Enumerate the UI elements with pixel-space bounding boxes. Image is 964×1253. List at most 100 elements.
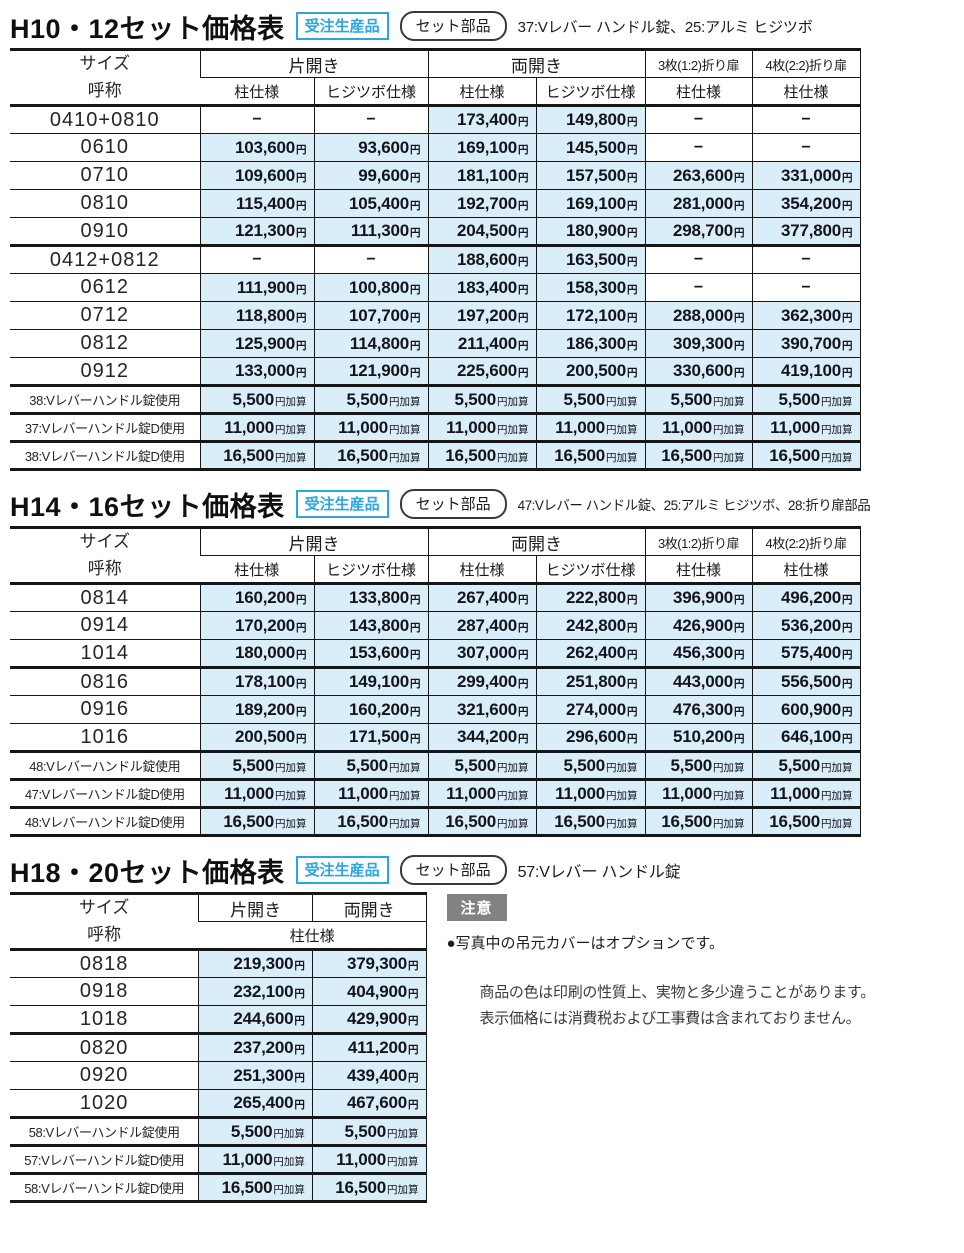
size-column-header: サイズ 呼称 (10, 526, 200, 584)
notice-line: 商品の色は印刷の性質上、実物と多少違うことがあります。 (479, 984, 876, 1001)
spec-header: 柱仕様 (644, 555, 752, 584)
group-header: 3枚(1:2)折り扉 (644, 48, 752, 78)
section-title: H10・12セット価格表 (10, 13, 285, 44)
header-row-groups: サイズ 呼称 片開き 両開き (10, 892, 427, 950)
table-row: 0918 232,100円 404,900円 (10, 977, 427, 1006)
price-cell: − (199, 104, 314, 134)
price-cell: 5,500円加算 (313, 750, 428, 780)
price-cell: 158,300円 (535, 273, 645, 302)
spec-header: 柱仕様 (200, 555, 314, 584)
price-cell: 5,500円加算 (751, 750, 861, 780)
price-cell: 299,400円 (427, 666, 536, 696)
price-cell: 100,800円 (313, 273, 428, 302)
notice-badge: 注意 (446, 894, 507, 921)
table-row: 0612 111,900円 100,800円 183,400円 158,300円 − − (10, 273, 861, 302)
price-cell: 222,800円 (535, 582, 645, 612)
spec-header: ヒジツボ仕様 (535, 555, 645, 584)
price-cell: 244,600円 (198, 1005, 313, 1034)
table-row: 0916 189,200円 160,200円 321,600円 274,000円 476,… (10, 695, 861, 724)
price-cell: 173,400円 (427, 104, 536, 134)
price-cell: 362,300円 (751, 301, 861, 330)
price-cell: 265,400円 (198, 1089, 313, 1118)
price-cell: 5,500円加算 (313, 384, 428, 414)
size-name-cell: 0910 (10, 217, 200, 246)
table-row: 37:Vレバーハンドル錠D使用 11,000円加算 11,000円加算 11,000円… (10, 412, 861, 442)
addon-label-cell: 48:Vレバーハンドル錠D使用 (10, 806, 200, 837)
price-cell: 237,200円 (198, 1032, 313, 1062)
price-cell: 390,700円 (751, 329, 861, 358)
table-row: 0820 237,200円 411,200円 (10, 1032, 427, 1062)
price-cell: 157,500円 (535, 161, 645, 190)
set-parts-note: 57:Vレバー ハンドル錠 (517, 864, 681, 881)
price-cell: 5,500円加算 (311, 1116, 427, 1146)
size-name-cell: 0818 (10, 948, 199, 978)
size-name-cell: 0412+0812 (10, 244, 200, 274)
price-cell: − (199, 244, 314, 274)
price-cell: 153,600円 (313, 639, 428, 668)
price-cell: − (644, 104, 752, 134)
price-cell: 16,500円加算 (311, 1172, 427, 1203)
price-cell: 171,500円 (313, 723, 428, 752)
table-row: 48:Vレバーハンドル錠使用 5,500円加算 5,500円加算 5,500円加算 5,… (10, 750, 861, 780)
price-cell: 11,000円加算 (644, 778, 752, 808)
price-table: サイズ 呼称 片開き 両開き 3枚(1:2)折り扉 4枚(2:2)折り扉 柱仕様 ヒジツボ仕様… (10, 48, 861, 471)
price-cell: 181,100円 (427, 161, 536, 190)
table-row: 0920 251,300円 439,400円 (10, 1061, 427, 1090)
table-row: 0610 103,600円 93,600円 169,100円 145,500円 − − (10, 133, 861, 162)
price-cell: 344,200円 (427, 723, 536, 752)
price-cell: 232,100円 (198, 977, 313, 1006)
table-row: 1018 244,600円 429,900円 (10, 1005, 427, 1034)
group-header: 4枚(2:2)折り扉 (751, 48, 861, 78)
price-cell: 242,800円 (535, 611, 645, 640)
price-cell: − (751, 133, 861, 162)
spec-header: 柱仕様 (751, 555, 861, 584)
price-cell: 11,000円加算 (313, 778, 428, 808)
addon-label-cell: 48:Vレバーハンドル錠使用 (10, 750, 200, 780)
size-name-cell: 0816 (10, 666, 200, 696)
price-cell: 225,600円 (427, 357, 536, 386)
table-row: 0710 109,600円 99,600円 181,100円 157,500円 263,6… (10, 161, 861, 190)
price-cell: 5,500円加算 (198, 1116, 313, 1146)
price-cell: 107,700円 (313, 301, 428, 330)
addon-label-cell: 38:Vレバーハンドル錠使用 (10, 384, 200, 414)
price-cell: 133,800円 (313, 582, 428, 612)
table-row: 0914 170,200円 143,800円 287,400円 242,800円 426,… (10, 611, 861, 640)
table-row: 0910 121,300円 111,300円 204,500円 180,900円 298,… (10, 217, 861, 246)
price-cell: 11,000円加算 (198, 1144, 313, 1174)
price-cell: 467,600円 (311, 1089, 427, 1118)
price-cell: 114,800円 (313, 329, 428, 358)
price-cell: 118,800円 (199, 301, 314, 330)
table-row: 0810 115,400円 105,400円 192,700円 169,100円 281,… (10, 189, 861, 218)
size-name-cell: 1018 (10, 1005, 199, 1034)
price-cell: 411,200円 (311, 1032, 427, 1062)
header-row-groups: サイズ 呼称 片開き 両開き 3枚(1:2)折り扉 4枚(2:2)折り扉 (10, 526, 861, 584)
price-cell: − (644, 133, 752, 162)
price-cell: 646,100円 (751, 723, 861, 752)
set-parts-badge: セット部品 (399, 855, 507, 885)
size-name-cell: 0812 (10, 329, 200, 358)
group-header: 両開き (427, 48, 645, 78)
price-cell: 536,200円 (751, 611, 861, 640)
price-cell: 396,900円 (644, 582, 752, 612)
price-cell: 267,400円 (427, 582, 536, 612)
price-cell: 11,000円加算 (199, 778, 314, 808)
price-cell: 11,000円加算 (751, 778, 861, 808)
price-cell: 307,000円 (427, 639, 536, 668)
addon-label-cell: 58:Vレバーハンドル錠D使用 (10, 1172, 199, 1203)
price-cell: 111,900円 (199, 273, 314, 302)
addon-label-cell: 57:Vレバーハンドル錠D使用 (10, 1144, 199, 1174)
price-cell: 170,200円 (199, 611, 314, 640)
price-cell: 5,500円加算 (199, 384, 314, 414)
price-cell: 16,500円加算 (199, 440, 314, 471)
price-cell: 11,000円加算 (199, 412, 314, 442)
price-cell: 11,000円加算 (751, 412, 861, 442)
price-cell: − (644, 273, 752, 302)
price-cell: 287,400円 (427, 611, 536, 640)
price-cell: 189,200円 (199, 695, 314, 724)
price-cell: 251,300円 (198, 1061, 313, 1090)
price-cell: 93,600円 (313, 133, 428, 162)
size-name-cell: 0810 (10, 189, 200, 218)
size-name-cell: 1016 (10, 723, 200, 752)
set-parts-badge: セット部品 (399, 11, 507, 41)
price-table: サイズ 呼称 片開き 両開き 3枚(1:2)折り扉 4枚(2:2)折り扉 柱仕様 ヒジツボ仕様… (10, 526, 861, 837)
